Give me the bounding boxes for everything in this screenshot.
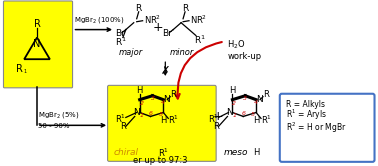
Text: 5: 5 <box>158 112 163 117</box>
Text: H: H <box>253 116 259 125</box>
Text: $^1$: $^1$ <box>23 68 28 74</box>
Text: R: R <box>120 122 126 131</box>
Text: R = Alkyls: R = Alkyls <box>286 100 325 109</box>
Text: R$^1$ = Aryls: R$^1$ = Aryls <box>286 108 327 122</box>
Text: NR$^2$: NR$^2$ <box>144 14 161 26</box>
Text: R$^1$: R$^1$ <box>261 113 272 126</box>
Text: R$^1$: R$^1$ <box>194 33 206 46</box>
Text: 4: 4 <box>161 100 165 105</box>
Text: NR$^2$: NR$^2$ <box>190 14 207 26</box>
Text: R: R <box>263 90 269 99</box>
Text: 4: 4 <box>254 100 258 105</box>
Text: N: N <box>256 95 262 104</box>
Text: 3: 3 <box>243 96 247 101</box>
Text: 1: 1 <box>232 113 236 118</box>
Text: Br: Br <box>115 29 125 38</box>
Text: R$^1$: R$^1$ <box>168 113 179 126</box>
Text: R: R <box>213 122 218 131</box>
Text: R$^1$: R$^1$ <box>208 112 218 125</box>
Text: R: R <box>182 4 188 13</box>
Text: R: R <box>34 19 40 29</box>
Text: Br: Br <box>163 29 172 38</box>
Text: 6: 6 <box>149 111 152 116</box>
Text: 5: 5 <box>251 112 255 117</box>
Text: N: N <box>163 95 170 104</box>
Text: 2: 2 <box>232 101 236 106</box>
FancyBboxPatch shape <box>280 94 375 162</box>
FancyBboxPatch shape <box>108 85 216 161</box>
Text: er up to 97:3: er up to 97:3 <box>133 156 187 165</box>
Text: MgBr$_2$ (5%): MgBr$_2$ (5%) <box>38 110 80 120</box>
Text: R: R <box>170 90 176 99</box>
Text: 50 - 90%: 50 - 90% <box>38 123 70 129</box>
Text: R: R <box>16 64 23 74</box>
Text: R$^1$: R$^1$ <box>115 35 127 48</box>
Text: MgBr$_2$ (100%): MgBr$_2$ (100%) <box>74 15 124 25</box>
Text: 6: 6 <box>241 111 245 116</box>
Text: N: N <box>33 39 41 49</box>
Text: work-up: work-up <box>228 52 262 61</box>
Text: 3: 3 <box>150 96 155 101</box>
Text: major: major <box>119 48 143 57</box>
FancyBboxPatch shape <box>3 1 73 88</box>
Text: chiral: chiral <box>113 148 138 158</box>
Text: R$^1$: R$^1$ <box>115 112 126 125</box>
Text: H$_2$O: H$_2$O <box>228 38 246 51</box>
Text: meso: meso <box>224 148 249 158</box>
Text: R$^2$ = H or MgBr: R$^2$ = H or MgBr <box>286 121 346 135</box>
Text: H: H <box>253 148 259 158</box>
Text: +: + <box>212 110 223 123</box>
Text: 1: 1 <box>139 113 144 118</box>
Text: +: + <box>153 21 164 34</box>
Text: H: H <box>136 86 143 95</box>
Text: H: H <box>160 116 167 125</box>
Text: H: H <box>229 86 235 95</box>
Text: minor: minor <box>170 48 194 57</box>
Text: 2: 2 <box>139 101 144 106</box>
Text: N: N <box>226 108 233 117</box>
Text: R: R <box>136 4 142 13</box>
Text: R$^1$: R$^1$ <box>158 147 169 159</box>
Text: N: N <box>133 108 140 117</box>
Text: ✗: ✗ <box>161 66 170 76</box>
